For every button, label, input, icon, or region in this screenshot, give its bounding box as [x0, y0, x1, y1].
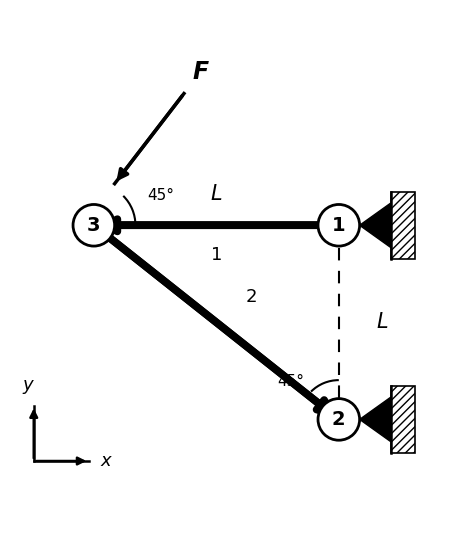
Text: 1: 1 [332, 216, 345, 235]
Text: x: x [101, 452, 112, 470]
Text: 2: 2 [245, 288, 257, 306]
Text: y: y [23, 376, 33, 394]
Polygon shape [359, 203, 391, 248]
Circle shape [73, 205, 115, 246]
Circle shape [318, 399, 359, 440]
Text: 45°: 45° [277, 374, 304, 389]
Text: 45°: 45° [147, 188, 174, 203]
Text: 3: 3 [87, 216, 100, 235]
Text: L: L [211, 185, 222, 205]
Bar [391, 192, 415, 258]
Text: 1: 1 [211, 246, 222, 264]
Text: L: L [377, 312, 389, 332]
Polygon shape [359, 397, 391, 441]
Bar [391, 386, 415, 453]
Text: F: F [192, 60, 208, 84]
Text: 2: 2 [332, 410, 345, 429]
Circle shape [318, 205, 359, 246]
